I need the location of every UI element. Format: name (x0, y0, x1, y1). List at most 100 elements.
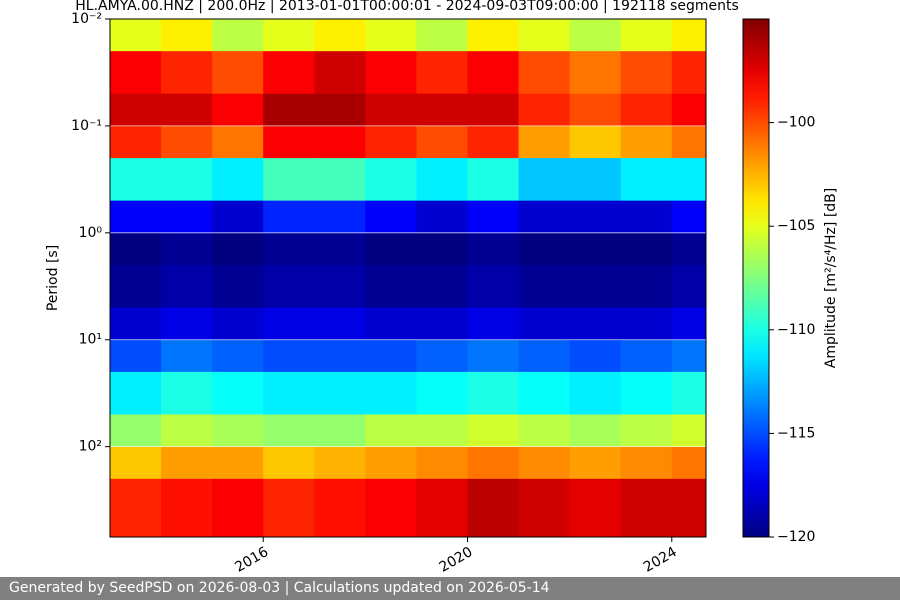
heat-cell (110, 371, 162, 415)
heat-cell (365, 19, 417, 52)
heat-cell (569, 371, 622, 415)
heat-cell (314, 307, 366, 341)
heat-cell (212, 478, 264, 538)
y-tick-label: 10¹ (79, 332, 102, 348)
heat-cell (314, 232, 366, 266)
heat-cell (569, 307, 622, 341)
heat-cell (569, 93, 622, 127)
heat-cell (518, 478, 571, 538)
heat-cell (110, 414, 162, 448)
heat-cell (263, 265, 315, 309)
heat-cell (518, 200, 571, 234)
heat-cell (365, 371, 417, 415)
colorbar-tick-label: −105 (777, 218, 815, 234)
heat-cell (416, 232, 468, 266)
heat-cell (161, 158, 213, 202)
heat-cell (263, 446, 315, 480)
heat-cell (467, 446, 520, 480)
heat-cell (518, 265, 571, 309)
heat-cell (518, 51, 571, 95)
heat-cell (263, 158, 315, 202)
heat-cell (569, 339, 622, 373)
heat-cell (671, 265, 707, 309)
heat-cell (467, 414, 520, 448)
chart: HL.AMYA.00.HNZ | 200.0Hz | 2013-01-01T00… (45, 0, 839, 576)
heat-cell (620, 232, 673, 266)
heat-cell (620, 93, 673, 127)
heat-cell (263, 200, 315, 234)
heat-cell (314, 265, 366, 309)
heat-cell (263, 19, 315, 52)
heat-cell (416, 478, 468, 538)
heat-cell (365, 265, 417, 309)
y-axis-label: Period [s] (45, 245, 61, 311)
heat-cell (620, 51, 673, 95)
heat-cell (620, 158, 673, 202)
heat-cell (110, 265, 162, 309)
heat-cell (620, 339, 673, 373)
heat-cell (416, 158, 468, 202)
heat-cell (212, 51, 264, 95)
heat-cell (314, 339, 366, 373)
heat-cell (161, 478, 213, 538)
heat-cell (212, 200, 264, 234)
heat-cell (467, 232, 520, 266)
heat-cell (671, 478, 707, 538)
heat-cell (161, 125, 213, 159)
heat-cell (671, 93, 707, 127)
heat-cell (212, 339, 264, 373)
heat-cell (263, 93, 315, 127)
heat-cell (110, 307, 162, 341)
colorbar-tick-label: −115 (777, 425, 815, 441)
heat-cell (161, 19, 213, 52)
heat-cell (212, 307, 264, 341)
heat-cell (467, 158, 520, 202)
heat-cell (365, 125, 417, 159)
heat-cell (161, 93, 213, 127)
heat-cell (263, 125, 315, 159)
heat-cell (671, 200, 707, 234)
plot-frame (109, 18, 707, 538)
x-tick-label: 2020 (437, 544, 476, 576)
heat-cell (467, 265, 520, 309)
heat-cell (161, 232, 213, 266)
heat-cell (161, 200, 213, 234)
colorbar (742, 18, 770, 538)
heat-cell (263, 371, 315, 415)
heat-cell (620, 19, 673, 52)
heat-cell (620, 307, 673, 341)
heat-cell (467, 51, 520, 95)
heat-cell (671, 158, 707, 202)
y-tick-label: 10⁻¹ (71, 118, 102, 134)
heat-cell (263, 478, 315, 538)
heat-cell (569, 478, 622, 538)
heat-cell (467, 371, 520, 415)
heat-cell (416, 446, 468, 480)
heat-cell (314, 125, 366, 159)
colorbar-tick-label: −100 (777, 115, 815, 131)
heat-cell (416, 371, 468, 415)
heat-cell (467, 307, 520, 341)
heat-cell (110, 19, 162, 52)
heat-cell (671, 307, 707, 341)
heat-cell (518, 232, 571, 266)
heat-cell (161, 265, 213, 309)
heat-cell (314, 371, 366, 415)
heat-cell (671, 371, 707, 415)
heat-cell (569, 265, 622, 309)
heat-cell (518, 414, 571, 448)
heat-cell (263, 51, 315, 95)
heat-cell (671, 414, 707, 448)
heat-cell (467, 478, 520, 538)
heat-cell (314, 51, 366, 95)
heat-cell (416, 200, 468, 234)
heat-cell (212, 414, 264, 448)
heat-cell (110, 125, 162, 159)
heat-cell (110, 200, 162, 234)
heat-cell (110, 93, 162, 127)
heat-cell (263, 339, 315, 373)
heat-cell (365, 158, 417, 202)
heat-cell (620, 446, 673, 480)
heat-cell (365, 446, 417, 480)
heat-cell (416, 19, 468, 52)
